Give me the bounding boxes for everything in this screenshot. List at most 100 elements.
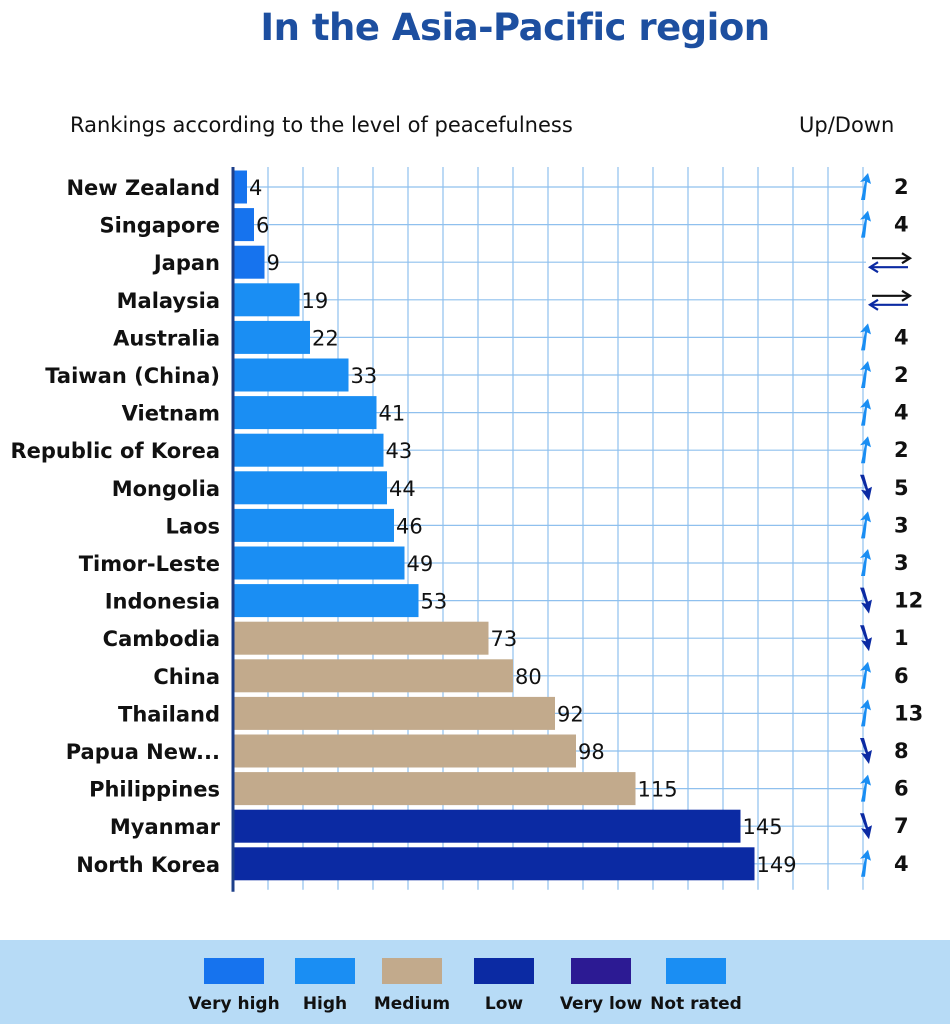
up-arrow-icon: [860, 436, 871, 464]
bar: [233, 696, 555, 730]
down-arrow-icon: [860, 625, 872, 652]
legend-label: Medium: [373, 994, 451, 1014]
up-arrow-icon: [860, 361, 871, 388]
legend-item-high: High: [270, 958, 380, 1014]
data-label: 80: [515, 665, 542, 689]
legend-label: Very low: [559, 994, 643, 1014]
change-label: 2: [894, 175, 909, 199]
up-arrow-icon: [860, 849, 871, 877]
up-arrow-icon: [860, 210, 871, 238]
data-label: 44: [389, 477, 416, 501]
change-label: 4: [894, 852, 909, 876]
category-label: North Korea: [76, 853, 220, 877]
bar: [233, 809, 741, 843]
change-label: 4: [894, 401, 909, 425]
bar: [233, 584, 419, 618]
bar: [233, 283, 300, 317]
category-label: Cambodia: [103, 627, 220, 651]
legend-swatch: [474, 958, 534, 984]
bar: [233, 396, 377, 430]
bar: [233, 320, 310, 354]
data-label: 49: [407, 552, 434, 576]
updown-header: Up/Down: [799, 113, 895, 137]
category-label: Malaysia: [117, 289, 220, 313]
up-arrow-icon: [860, 511, 871, 539]
change-label: 13: [894, 701, 923, 725]
bar: [233, 508, 394, 542]
legend-swatch: [666, 958, 726, 984]
change-label: 6: [894, 664, 909, 688]
change-label: 1: [894, 626, 909, 650]
legend-label: Very high: [188, 994, 280, 1014]
bar: [233, 772, 636, 806]
change-label: 5: [894, 476, 909, 500]
data-label: 22: [312, 326, 339, 350]
category-label: Singapore: [99, 214, 220, 238]
category-label: Republic of Korea: [10, 439, 220, 463]
data-label: 43: [386, 439, 413, 463]
change-label: 7: [894, 814, 909, 838]
category-label: Thailand: [118, 702, 220, 726]
legend-label: Not rated: [650, 994, 742, 1014]
category-label: Mongolia: [112, 477, 220, 501]
change-label: 6: [894, 777, 909, 801]
data-label: 41: [379, 402, 406, 426]
up-arrow-icon: [860, 549, 871, 576]
change-label: 8: [894, 739, 909, 763]
category-label: Vietnam: [122, 402, 220, 426]
change-label: 12: [894, 589, 923, 613]
bar: [233, 546, 405, 580]
change-label: 2: [894, 363, 909, 387]
data-label: 4: [249, 176, 262, 200]
bar: [233, 433, 384, 467]
bar: [233, 358, 349, 392]
data-label: 9: [267, 251, 280, 275]
no-change-icon: [867, 289, 913, 311]
bar: [233, 208, 254, 242]
legend-item-very-low: Very low: [546, 958, 656, 1014]
chart-title: In the Asia-Pacific region: [260, 6, 770, 49]
legend-item-low: Low: [449, 958, 559, 1014]
change-label: 4: [894, 325, 909, 349]
data-label: 73: [491, 627, 518, 651]
down-arrow-icon: [860, 474, 872, 501]
legend-label: High: [302, 994, 348, 1014]
legend-label: Low: [484, 994, 524, 1014]
legend-item-not-rated: Not rated: [641, 958, 751, 1014]
change-label: 2: [894, 438, 909, 462]
bar: [233, 245, 265, 279]
bar: [233, 170, 247, 204]
bar: [233, 659, 513, 693]
data-label: 115: [638, 778, 678, 802]
up-arrow-icon: [860, 661, 871, 689]
change-label: 3: [894, 513, 909, 537]
data-label: 6: [256, 214, 269, 238]
legend-swatch: [295, 958, 355, 984]
up-arrow-icon: [860, 699, 871, 727]
change-label: 3: [894, 551, 909, 575]
data-label: 92: [557, 702, 584, 726]
down-arrow-icon: [860, 587, 872, 614]
bar: [233, 734, 576, 768]
legend-swatch: [571, 958, 631, 984]
data-label: 53: [421, 590, 448, 614]
bar: [233, 847, 755, 881]
category-label: New Zealand: [66, 176, 220, 200]
legend-swatch: [204, 958, 264, 984]
down-arrow-icon: [860, 738, 872, 764]
legend-swatch: [382, 958, 442, 984]
no-change-icon: [867, 252, 913, 274]
chart-subtitle: Rankings according to the level of peace…: [70, 113, 573, 137]
bar: [233, 621, 489, 655]
bar: [233, 471, 387, 505]
data-label: 145: [743, 815, 783, 839]
data-label: 149: [757, 853, 797, 877]
category-label: Australia: [113, 326, 220, 350]
category-label: Japan: [152, 251, 220, 275]
data-label: 46: [396, 514, 423, 538]
data-label: 98: [578, 740, 605, 764]
category-label: Myanmar: [110, 815, 221, 839]
data-label: 19: [302, 289, 329, 313]
legend-item-very-high: Very high: [179, 958, 289, 1014]
